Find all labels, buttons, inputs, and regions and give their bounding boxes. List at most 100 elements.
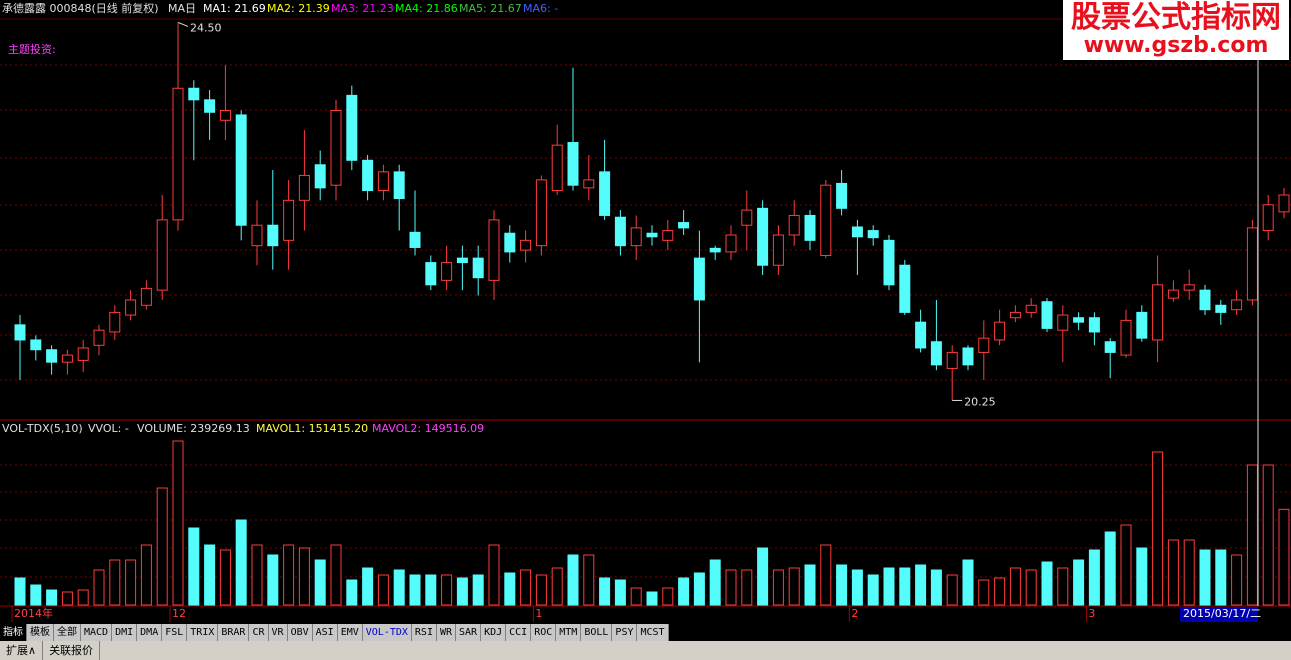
- tab[interactable]: BOLL: [581, 624, 613, 641]
- candle-body: [1278, 194, 1290, 213]
- vol-vvol: VVOL: -: [88, 422, 129, 435]
- ma-value: MA1: 21.69: [203, 2, 266, 15]
- candle-body: [109, 311, 121, 333]
- tab-bar: 指标 模板 全部 MACD DMI DMA FSL TRIX BRAR CR VR OBV ASI EMV…: [0, 624, 669, 641]
- candle-body: [314, 164, 326, 189]
- vol-name: VOL-TDX(5,10): [2, 422, 83, 435]
- volume-bar: [425, 574, 437, 606]
- volume-bar: [709, 559, 721, 606]
- volume-bar: [1073, 559, 1085, 606]
- candle-body: [1009, 311, 1021, 319]
- candle-body: [899, 264, 911, 313]
- tab[interactable]: VOL-TDX: [363, 624, 412, 641]
- candle-body: [46, 349, 58, 363]
- tab[interactable]: SAR: [456, 624, 482, 641]
- volume-bar: [267, 554, 279, 606]
- candle-body: [362, 159, 374, 192]
- tab[interactable]: DMA: [137, 624, 163, 641]
- candle-body: [504, 232, 516, 253]
- annotation-arrow: [177, 21, 189, 27]
- x-tick-label: 2: [851, 607, 858, 620]
- candle-body: [757, 207, 769, 266]
- tab[interactable]: VR: [269, 624, 288, 641]
- volume-bar: [1104, 531, 1116, 606]
- cursor-date: 2015/03/17/二: [1183, 607, 1261, 620]
- volume-bar: [741, 569, 753, 606]
- volume-bar: [646, 591, 658, 606]
- volume-bar: [472, 574, 484, 606]
- watermark: 股票公式指标网 www.gszb.com: [1063, 0, 1289, 60]
- candle-body: [140, 287, 152, 306]
- candle-body: [1199, 289, 1211, 311]
- footer: 扩展∧ 关联报价: [0, 641, 1291, 660]
- x-tick-label: 3: [1088, 607, 1095, 620]
- volume-bar: [314, 559, 326, 606]
- tab[interactable]: 指标: [0, 624, 27, 641]
- volume-bar: [219, 549, 231, 606]
- footer-button[interactable]: 扩展∧: [0, 641, 44, 660]
- volume-bar: [14, 577, 26, 606]
- candle-body: [125, 299, 137, 316]
- candle-body: [425, 262, 437, 286]
- footer-button[interactable]: 关联报价: [43, 641, 101, 660]
- volume-bar: [520, 569, 532, 606]
- ma-label: MA日: [168, 2, 196, 15]
- candle-body: [915, 321, 927, 349]
- tab[interactable]: PSY: [612, 624, 638, 641]
- candle-body: [709, 247, 721, 253]
- candle-body: [188, 87, 200, 101]
- tab[interactable]: RSI: [412, 624, 437, 641]
- candle-body: [377, 171, 389, 192]
- x-tick-label: 1: [535, 607, 542, 620]
- volume-bar: [851, 569, 863, 606]
- volume-bar: [820, 544, 832, 606]
- tab[interactable]: ROC: [531, 624, 557, 641]
- tab[interactable]: BRAR: [218, 624, 250, 641]
- volume-bar: [1025, 569, 1037, 606]
- volume-bar: [235, 519, 247, 606]
- volume-bar: [298, 547, 310, 606]
- tab[interactable]: FSL: [162, 624, 188, 641]
- candle-body: [472, 257, 484, 279]
- tab[interactable]: CCI: [506, 624, 532, 641]
- volume-bar: [883, 567, 895, 606]
- tab[interactable]: CR: [249, 624, 269, 641]
- chart: 承德露露 000848(日线 前复权) MA日 主题投资: VOL-TDX(5,…: [0, 1, 1291, 622]
- tab[interactable]: MCST: [637, 624, 669, 641]
- ma-value: MA6: -: [523, 2, 558, 15]
- tab[interactable]: MTM: [556, 624, 582, 641]
- volume-bar: [1120, 524, 1132, 606]
- tab[interactable]: MACD: [81, 624, 113, 641]
- candle-body: [330, 109, 342, 186]
- candle-body: [772, 234, 784, 266]
- volume-bar: [1215, 549, 1227, 606]
- candle-body: [156, 219, 168, 291]
- volume-bar: [583, 554, 595, 606]
- volume-bar: [1057, 567, 1069, 606]
- tab[interactable]: TRIX: [187, 624, 219, 641]
- candle-body: [172, 87, 184, 221]
- volume-bar: [978, 579, 990, 606]
- candle-body: [994, 321, 1006, 341]
- volume-bar: [125, 559, 137, 606]
- tab[interactable]: OBV: [288, 624, 313, 641]
- candle-body: [741, 209, 753, 226]
- tab[interactable]: ASI: [313, 624, 338, 641]
- tab[interactable]: DMI: [112, 624, 138, 641]
- candle-body: [599, 171, 611, 216]
- volume-bar: [251, 544, 263, 606]
- tab[interactable]: EMV: [338, 624, 363, 641]
- volume-bar: [346, 579, 358, 606]
- volume-bar: [804, 564, 816, 606]
- volume-bar: [1183, 539, 1195, 606]
- volume-bar: [61, 591, 73, 606]
- tab[interactable]: 全部: [54, 624, 81, 641]
- volume-bar: [362, 567, 374, 606]
- tab[interactable]: WR: [437, 624, 457, 641]
- candle-body: [535, 179, 547, 247]
- vol-mavol2: MAVOL2: 149516.09: [372, 422, 484, 435]
- tab[interactable]: KDJ: [481, 624, 507, 641]
- volume-bar: [456, 577, 468, 606]
- tab[interactable]: 模板: [27, 624, 54, 641]
- candle-body: [693, 257, 705, 301]
